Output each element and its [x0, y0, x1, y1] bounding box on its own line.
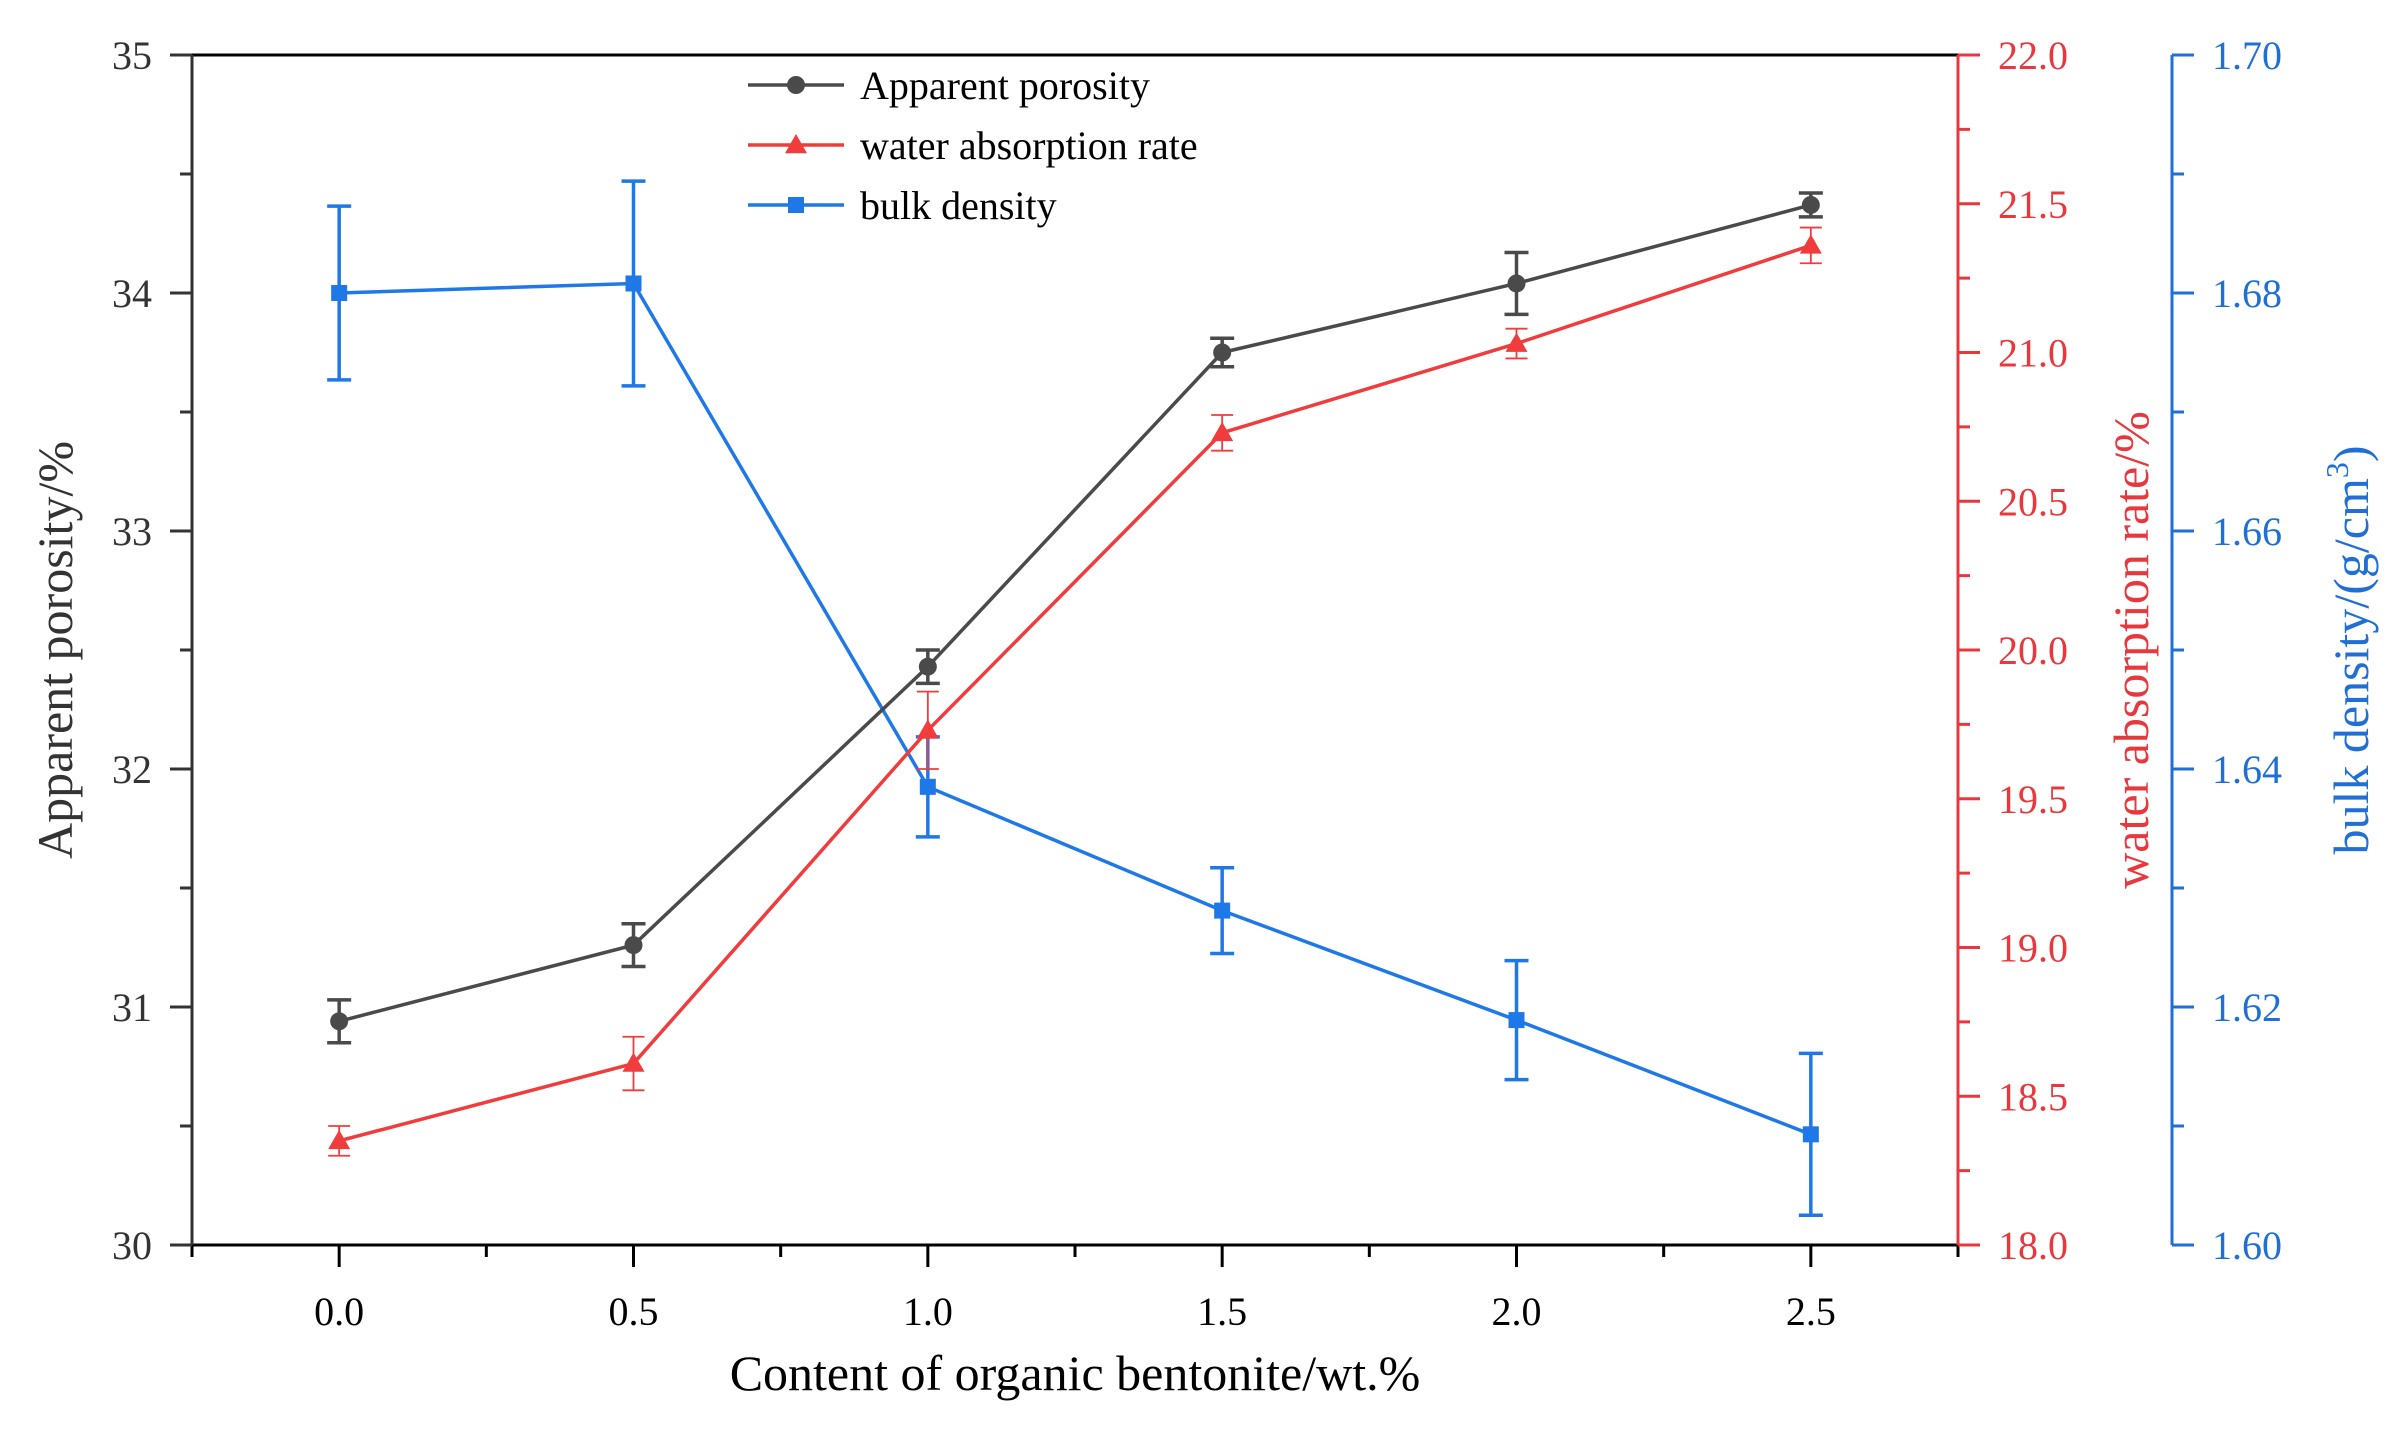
series-layer [327, 179, 1823, 1217]
x-axis-title: Content of organic bentonite/wt.% [730, 1345, 1421, 1401]
data-point [1214, 902, 1231, 919]
left-tick-label: 33 [112, 509, 152, 554]
legend-entry: water absorption rate [748, 123, 1198, 168]
density-tick-label: 1.70 [2212, 33, 2282, 78]
density-axis-title-end: ) [2323, 446, 2379, 463]
legend-marker [787, 76, 805, 94]
density-tick-label: 1.66 [2212, 509, 2282, 554]
water-tick-label: 20.0 [1998, 628, 2068, 673]
series-line [338, 203, 1812, 1023]
series-water-absorption-rate [328, 226, 1822, 1157]
legend-label: water absorption rate [860, 123, 1198, 168]
series-line [339, 281, 1812, 1136]
left-tick-label: 35 [112, 33, 152, 78]
plot-frame [190, 53, 2174, 1247]
data-point [625, 275, 642, 292]
x-tick-label: 0.5 [609, 1289, 659, 1334]
x-tick-label: 2.0 [1492, 1289, 1542, 1334]
water-tick-label: 21.5 [1998, 182, 2068, 227]
data-point [1801, 195, 1820, 214]
legend-marker [788, 197, 804, 213]
data-point [330, 1012, 349, 1031]
water-tick-label: 19.5 [1998, 777, 2068, 822]
data-point [1802, 1126, 1819, 1143]
series-line [338, 243, 1812, 1143]
left-tick-label: 34 [112, 271, 152, 316]
water-axis-title: water absorption rate/% [2103, 411, 2159, 889]
water-tick-label: 20.5 [1998, 479, 2068, 524]
x-tick-label: 1.0 [903, 1289, 953, 1334]
data-point [1507, 274, 1526, 293]
x-tick-label: 0.0 [314, 1289, 364, 1334]
legend-entry: Apparent porosity [748, 63, 1150, 108]
series-bulk-density [327, 179, 1823, 1217]
legend-entry: bulk density [748, 183, 1057, 228]
legend: Apparent porosity water absorption rate bu… [748, 63, 1198, 228]
water-tick-label: 22.0 [1998, 33, 2068, 78]
legend-label: bulk density [860, 183, 1057, 228]
data-point [624, 936, 643, 955]
density-axis-title-superscript: 3 [2319, 462, 2355, 478]
water-tick-label: 19.0 [1998, 926, 2068, 971]
density-tick-label: 1.68 [2212, 271, 2282, 316]
data-point [1508, 1012, 1525, 1029]
density-tick-label: 1.60 [2212, 1223, 2282, 1268]
left-tick-label: 30 [112, 1223, 152, 1268]
data-point [331, 285, 348, 301]
axis-ticks [170, 53, 2194, 1267]
data-point [1505, 332, 1528, 352]
left-tick-label: 32 [112, 747, 152, 792]
data-point [919, 778, 936, 795]
density-tick-label: 1.64 [2212, 747, 2282, 792]
water-tick-label: 18.0 [1998, 1223, 2068, 1268]
axis-labels: 0.0 0.5 1.0 1.5 2.0 2.5 30 31 32 33 34 35 18.0 18.5 19… [27, 33, 2379, 1401]
x-tick-label: 1.5 [1197, 1289, 1247, 1334]
density-axis-title-main: bulk density/(g/cm [2323, 478, 2379, 854]
data-point [1213, 343, 1232, 362]
left-tick-label: 31 [112, 985, 152, 1030]
water-tick-label: 21.0 [1998, 331, 2068, 376]
data-point [328, 1129, 351, 1150]
data-point [1211, 421, 1234, 442]
data-point [622, 1052, 645, 1072]
data-point [1799, 234, 1822, 254]
data-point [916, 719, 939, 739]
left-axis-title: Apparent porosity/% [27, 441, 83, 859]
water-tick-label: 18.5 [1998, 1074, 2068, 1119]
legend-marker [785, 134, 807, 154]
density-tick-label: 1.62 [2212, 985, 2282, 1030]
legend-label: Apparent porosity [860, 63, 1150, 108]
density-axis-title: bulk density/(g/cm3) [2319, 446, 2379, 855]
x-tick-label: 2.5 [1786, 1289, 1836, 1334]
data-point [918, 657, 937, 676]
series-apparent-porosity [327, 191, 1823, 1045]
